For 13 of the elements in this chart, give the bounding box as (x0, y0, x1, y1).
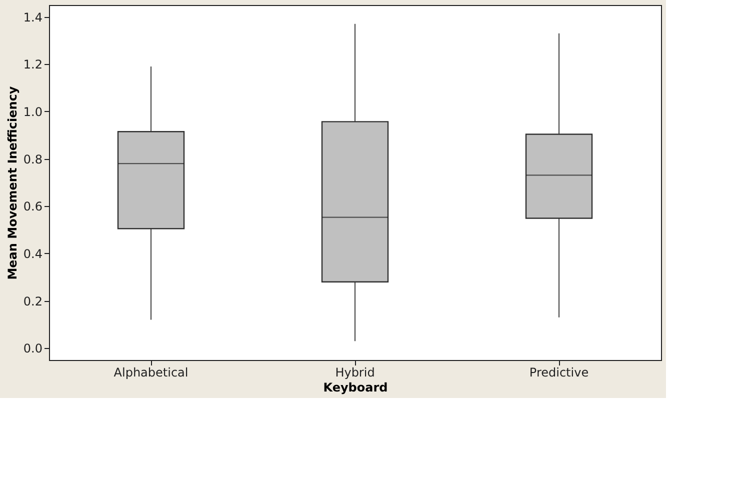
y-tick-label: 0.2 (23, 294, 42, 308)
x-tick-label: Predictive (529, 366, 589, 380)
y-tick-label: 1.4 (23, 10, 42, 24)
y-tick-label: 1.0 (23, 105, 42, 119)
x-axis-title: Keyboard (323, 380, 388, 394)
y-tick-label: 0.0 (23, 342, 42, 356)
y-tick-label: 1.2 (23, 58, 42, 72)
y-tick-label: 0.8 (23, 152, 42, 166)
x-tick-label: Alphabetical (114, 366, 188, 380)
y-axis-title: Mean Movement Inefficiency (5, 86, 20, 280)
y-tick-label: 0.6 (23, 200, 42, 214)
x-tick-label: Hybrid (335, 366, 375, 380)
y-tick-label: 0.4 (23, 247, 42, 261)
